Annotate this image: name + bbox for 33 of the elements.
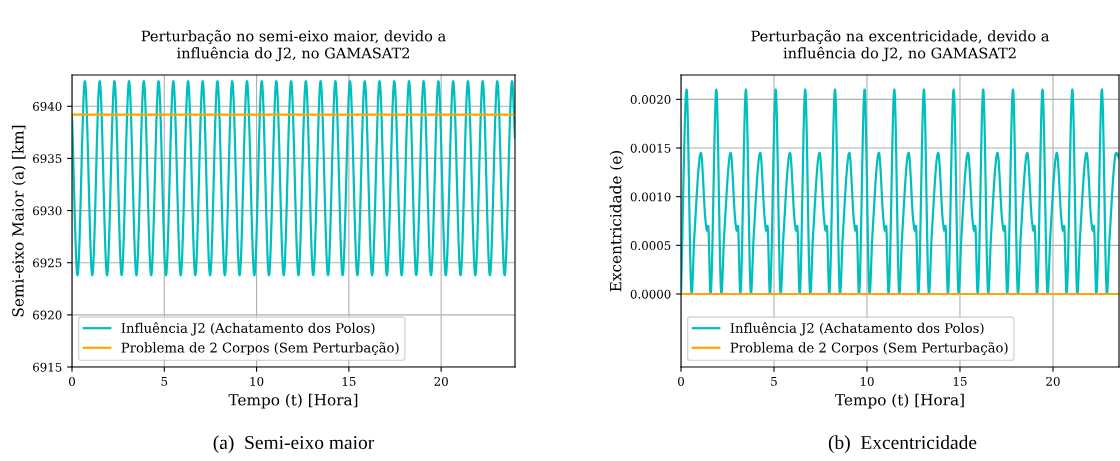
y-tick-label: 0.0015 — [630, 143, 671, 153]
text: (a) Semi-eixo maior — [213, 435, 375, 453]
y-tick-label: 6940 — [33, 102, 62, 111]
x-axis-title: Tempo (t) [Hora] — [835, 393, 964, 409]
x-tick-label: 0 — [69, 376, 75, 386]
text: (b) Excentricidade — [828, 435, 977, 453]
x-tick-label: 20 — [1046, 376, 1060, 386]
y-tick-label: 0.0005 — [630, 241, 671, 250]
x-tick-label: 20 — [434, 376, 448, 386]
x-tick-label: 10 — [860, 376, 874, 386]
legend-label: Influência J2 (Achatamento dos Polos) — [121, 322, 375, 336]
y-tick-label: 6925 — [33, 258, 62, 268]
y-tick-label: 6935 — [33, 154, 62, 164]
x-tick-label: 10 — [250, 376, 264, 386]
legend-label: Influência J2 (Achatamento dos Polos) — [730, 322, 984, 336]
x-tick-label: 5 — [161, 377, 168, 386]
y-tick-label: 6920 — [33, 310, 62, 320]
x-tick-label: 15 — [953, 376, 967, 386]
chart-title: Perturbação na excentricidade, devido a influência do J2, no GAMASAT2 — [751, 29, 1050, 62]
y-tick-label: 0.0000 — [630, 289, 671, 299]
legend-label: Problema de 2 Corpos (Sem Perturbação) — [121, 342, 399, 356]
y-tick-label: 0.0020 — [630, 95, 671, 104]
y-tick-label: 6915 — [33, 362, 62, 372]
y-tick-label: 0.0010 — [630, 192, 671, 202]
y-axis-title: Excentricidade (e) — [609, 150, 624, 292]
legend-label: Problema de 2 Corpos (Sem Perturbação) — [730, 342, 1008, 356]
x-axis-title: Tempo (t) [Hora] — [228, 393, 358, 409]
y-axis-title: Semi-eixo Maior (a) [km] — [11, 125, 26, 317]
x-tick-label: 0 — [678, 376, 684, 386]
chart-title: Perturbação no semi-eixo maior, devido a influência do J2, no GAMASAT2 — [141, 29, 446, 62]
x-tick-label: 5 — [771, 377, 777, 386]
x-tick-label: 15 — [342, 376, 356, 386]
y-tick-label: 6930 — [33, 206, 62, 216]
